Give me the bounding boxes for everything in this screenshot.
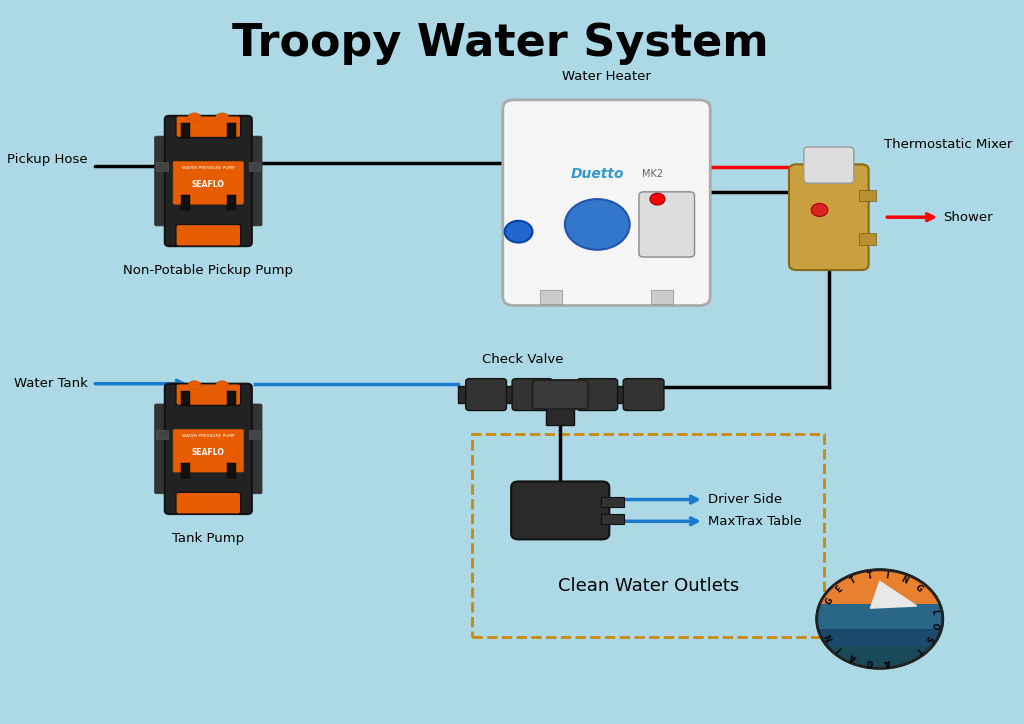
Text: T: T bbox=[849, 576, 858, 586]
Text: WATER PRESSURE PUMP: WATER PRESSURE PUMP bbox=[182, 166, 234, 170]
FancyBboxPatch shape bbox=[173, 161, 244, 204]
Text: WATER PRESSURE PUMP: WATER PRESSURE PUMP bbox=[182, 434, 234, 438]
FancyBboxPatch shape bbox=[788, 164, 868, 270]
Text: E: E bbox=[835, 584, 845, 594]
Text: Duetto: Duetto bbox=[570, 167, 624, 181]
Bar bbox=[540, 290, 562, 304]
FancyBboxPatch shape bbox=[176, 116, 241, 138]
FancyBboxPatch shape bbox=[244, 404, 262, 494]
Bar bbox=[180, 391, 189, 405]
Bar bbox=[180, 463, 189, 478]
FancyBboxPatch shape bbox=[512, 379, 553, 411]
FancyBboxPatch shape bbox=[639, 192, 694, 257]
Bar bbox=[601, 497, 624, 507]
Ellipse shape bbox=[188, 381, 201, 390]
Text: Tank Pump: Tank Pump bbox=[172, 532, 245, 545]
Ellipse shape bbox=[216, 113, 228, 122]
Bar bbox=[227, 123, 237, 138]
Bar bbox=[157, 162, 168, 171]
Bar bbox=[180, 195, 189, 210]
Text: T: T bbox=[866, 571, 873, 581]
Text: MK2: MK2 bbox=[642, 169, 664, 179]
Text: S: S bbox=[924, 634, 934, 644]
Circle shape bbox=[565, 199, 630, 250]
Text: SEAFLO: SEAFLO bbox=[191, 448, 224, 457]
Bar bbox=[180, 123, 189, 138]
FancyBboxPatch shape bbox=[624, 379, 664, 411]
Bar bbox=[651, 290, 673, 304]
Ellipse shape bbox=[216, 381, 228, 390]
FancyBboxPatch shape bbox=[165, 384, 252, 514]
Text: A: A bbox=[849, 652, 858, 662]
Bar bbox=[227, 391, 237, 405]
Text: G: G bbox=[824, 596, 835, 605]
Text: T: T bbox=[913, 645, 924, 655]
FancyBboxPatch shape bbox=[804, 147, 854, 183]
Text: Clean Water Outlets: Clean Water Outlets bbox=[558, 578, 739, 595]
Bar bbox=[547, 405, 574, 425]
FancyBboxPatch shape bbox=[165, 116, 252, 246]
FancyBboxPatch shape bbox=[155, 404, 173, 494]
FancyBboxPatch shape bbox=[466, 379, 507, 411]
Bar bbox=[601, 514, 624, 524]
Text: Driver Side: Driver Side bbox=[709, 493, 782, 506]
Text: Pickup Hose: Pickup Hose bbox=[7, 153, 88, 166]
Bar bbox=[859, 233, 876, 245]
Bar bbox=[817, 605, 943, 629]
Text: Shower: Shower bbox=[943, 211, 992, 224]
Text: Thermostatic Mixer: Thermostatic Mixer bbox=[885, 138, 1013, 151]
FancyBboxPatch shape bbox=[244, 136, 262, 226]
Text: G: G bbox=[866, 657, 873, 667]
Text: SEAFLO: SEAFLO bbox=[191, 180, 224, 189]
Text: I: I bbox=[886, 571, 890, 581]
Text: I: I bbox=[836, 644, 844, 653]
Text: N: N bbox=[899, 575, 909, 586]
Text: Water Tank: Water Tank bbox=[14, 377, 88, 390]
FancyBboxPatch shape bbox=[577, 379, 617, 411]
Text: L: L bbox=[930, 609, 939, 615]
Bar bbox=[157, 430, 168, 439]
Circle shape bbox=[811, 203, 827, 216]
Text: Check Valve: Check Valve bbox=[482, 353, 564, 366]
FancyBboxPatch shape bbox=[511, 481, 609, 539]
Bar bbox=[459, 386, 663, 403]
FancyBboxPatch shape bbox=[532, 380, 588, 409]
Bar bbox=[817, 646, 943, 668]
Text: A: A bbox=[884, 657, 891, 667]
FancyBboxPatch shape bbox=[176, 224, 241, 246]
Text: Water Heater: Water Heater bbox=[562, 70, 651, 83]
Text: Troopy Water System: Troopy Water System bbox=[231, 22, 768, 65]
Bar bbox=[227, 463, 237, 478]
Text: O: O bbox=[930, 622, 939, 630]
Circle shape bbox=[505, 221, 532, 243]
Bar bbox=[249, 430, 260, 439]
Ellipse shape bbox=[188, 113, 201, 122]
FancyBboxPatch shape bbox=[155, 136, 173, 226]
FancyBboxPatch shape bbox=[176, 492, 241, 514]
Text: G: G bbox=[913, 583, 924, 594]
Wedge shape bbox=[817, 570, 943, 619]
Text: N: N bbox=[824, 633, 835, 642]
FancyBboxPatch shape bbox=[173, 429, 244, 472]
FancyBboxPatch shape bbox=[503, 100, 711, 306]
FancyBboxPatch shape bbox=[176, 384, 241, 405]
Polygon shape bbox=[870, 581, 916, 608]
Circle shape bbox=[817, 570, 943, 668]
Bar bbox=[249, 162, 260, 171]
Circle shape bbox=[650, 193, 665, 205]
Bar bbox=[859, 190, 876, 201]
Text: MaxTrax Table: MaxTrax Table bbox=[709, 515, 802, 528]
Bar bbox=[227, 195, 237, 210]
Text: Non-Potable Pickup Pump: Non-Potable Pickup Pump bbox=[123, 264, 293, 277]
